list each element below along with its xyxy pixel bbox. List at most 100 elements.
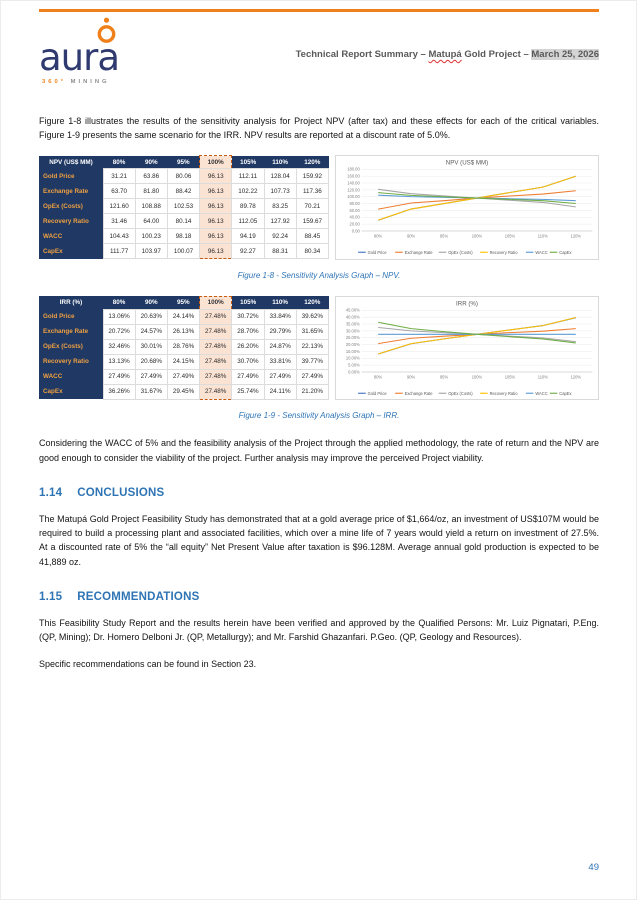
legend-label: WACC	[535, 391, 547, 396]
table-row: Gold Price 31.21 63.86 80.06 96.13 112.11 128.…	[39, 168, 330, 185]
figure-1-8-caption: Figure 1-8 - Sensitivity Analysis Graph …	[237, 270, 401, 280]
value-cell: 20.68%	[134, 353, 168, 370]
heading-title: CONCLUSIONS	[77, 486, 165, 499]
recommendations-paragraph: This Feasibility Study Report and the re…	[39, 617, 599, 642]
value-cell: 80.06	[166, 168, 201, 185]
aura-logo-icon	[97, 17, 116, 49]
value-cell: 96.13	[199, 228, 233, 245]
table-row: Gold Price 13.06% 20.63% 24.14% 27.48% 30.72%…	[39, 308, 330, 325]
legend-label: WACC	[535, 250, 547, 255]
column-header: 90%	[135, 155, 168, 169]
y-axis-label: 140.00	[347, 181, 360, 186]
legend-label: OpEx (Costs)	[448, 250, 473, 255]
series-line-gold-price	[377, 317, 576, 355]
value-cell: 29.45%	[166, 383, 201, 400]
value-cell: 27.49%	[134, 368, 168, 385]
value-cell: 27.49%	[166, 368, 201, 385]
x-axis-label: 120%	[571, 375, 582, 380]
value-cell: 81.80	[134, 183, 168, 200]
value-cell: 39.77%	[295, 353, 330, 370]
column-header: 120%	[296, 296, 329, 310]
report-header-title: Technical Report Summary – Matupá Gold P…	[296, 15, 599, 60]
heading-number: 1.15	[39, 590, 63, 603]
column-header: 100%	[199, 295, 233, 310]
table-row: Recovery Ratio 13.13% 20.68% 24.15% 27.48% 30…	[39, 353, 330, 370]
y-axis-label: 5.00%	[348, 363, 360, 368]
value-cell: 31.21	[102, 168, 136, 185]
y-axis-label: 0.00%	[348, 369, 360, 374]
value-cell: 94.19	[231, 228, 265, 245]
column-header: 95%	[167, 296, 200, 310]
y-axis-label: 45.00%	[346, 308, 360, 313]
legend-label: Gold Price	[368, 250, 388, 255]
table-row: WACC 27.49% 27.49% 27.49% 27.48% 27.49% 27.49%…	[39, 368, 330, 385]
irr-chart-container: IRR (%) 0.00% 5.00% 10.00% 15.00% 20.00% 25.00…	[335, 295, 599, 401]
x-axis-label: 90%	[407, 234, 416, 239]
value-cell: 104.43	[102, 228, 136, 245]
report-date: March 25, 2026	[531, 49, 599, 60]
table-row: Exchange Rate 20.72% 24.57% 26.13% 27.48% 28.…	[39, 323, 330, 340]
column-header: 100%	[199, 155, 233, 169]
value-cell: 28.70%	[231, 323, 265, 340]
value-cell: 24.11%	[263, 383, 297, 400]
row-label: OpEx (Costs)	[39, 339, 103, 355]
row-label: OpEx (Costs)	[39, 198, 103, 214]
value-cell: 92.24	[263, 228, 297, 245]
figure-1-9-caption: Figure 1-9 - Sensitivity Analysis Graph …	[238, 411, 400, 421]
y-axis-label: 80.00	[350, 201, 361, 206]
value-cell: 20.63%	[134, 308, 168, 325]
y-axis-label: 100.00	[347, 195, 360, 200]
value-cell: 88.45	[295, 228, 330, 245]
legend-label: Recovery Ratio	[490, 391, 519, 396]
y-axis-label: 10.00%	[346, 356, 360, 361]
column-header: 105%	[231, 155, 265, 169]
x-axis-label: 80%	[374, 375, 383, 380]
row-label: WACC	[39, 228, 103, 244]
table-title-cell: IRR (%)	[39, 296, 103, 310]
conclusions-paragraph: The Matupá Gold Project Feasibility Stud…	[39, 513, 599, 567]
value-cell: 111.77	[102, 243, 136, 260]
value-cell: 24.87%	[263, 338, 297, 355]
x-axis-label: 95%	[440, 375, 449, 380]
legend-label: Gold Price	[368, 391, 388, 396]
value-cell: 33.84%	[263, 308, 297, 325]
column-header: 110%	[264, 155, 297, 169]
intro-paragraph: Figure 1-8 illustrates the results of th…	[39, 116, 599, 141]
value-cell: 20.72%	[102, 323, 136, 340]
value-cell: 96.13	[199, 183, 233, 200]
value-cell: 31.65%	[295, 323, 330, 340]
value-cell: 112.05	[231, 213, 265, 230]
section-heading-recommendations: 1.15 RECOMMENDATIONS	[39, 591, 599, 603]
x-axis-label: 100%	[472, 375, 483, 380]
value-cell: 36.26%	[102, 383, 136, 400]
value-cell: 89.78	[231, 198, 265, 215]
header-title-middle: Gold Project –	[461, 49, 532, 60]
row-label: Exchange Rate	[39, 183, 103, 199]
value-cell: 22.13%	[295, 338, 330, 355]
value-cell: 27.48%	[199, 338, 233, 355]
x-axis-label: 80%	[374, 234, 383, 239]
value-cell: 121.60	[102, 198, 136, 215]
value-cell: 100.07	[166, 243, 201, 260]
value-cell: 96.13	[199, 243, 233, 260]
x-axis-label: 110%	[538, 375, 549, 380]
table-title-cell: NPV (US$ MM)	[39, 155, 103, 169]
row-label: Exchange Rate	[39, 324, 103, 340]
table-row: Recovery Ratio 31.46 64.00 80.14 96.13 112.05…	[39, 213, 330, 230]
value-cell: 30.70%	[231, 353, 265, 370]
x-axis-label: 100%	[472, 234, 483, 239]
value-cell: 25.74%	[231, 383, 265, 400]
value-cell: 27.48%	[199, 353, 233, 370]
value-cell: 96.13	[199, 213, 233, 230]
column-header: 120%	[296, 155, 329, 169]
column-header: 105%	[231, 296, 265, 310]
x-axis-label: 110%	[538, 234, 549, 239]
recommendations-note: Specific recommendations can be found in…	[39, 659, 257, 670]
value-cell: 29.79%	[263, 323, 297, 340]
heading-number: 1.14	[39, 486, 63, 499]
project-name: Matupá	[428, 49, 462, 60]
y-axis-label: 25.00%	[346, 335, 360, 340]
value-cell: 27.49%	[263, 368, 297, 385]
header-rule	[39, 9, 599, 12]
value-cell: 128.04	[263, 168, 297, 185]
